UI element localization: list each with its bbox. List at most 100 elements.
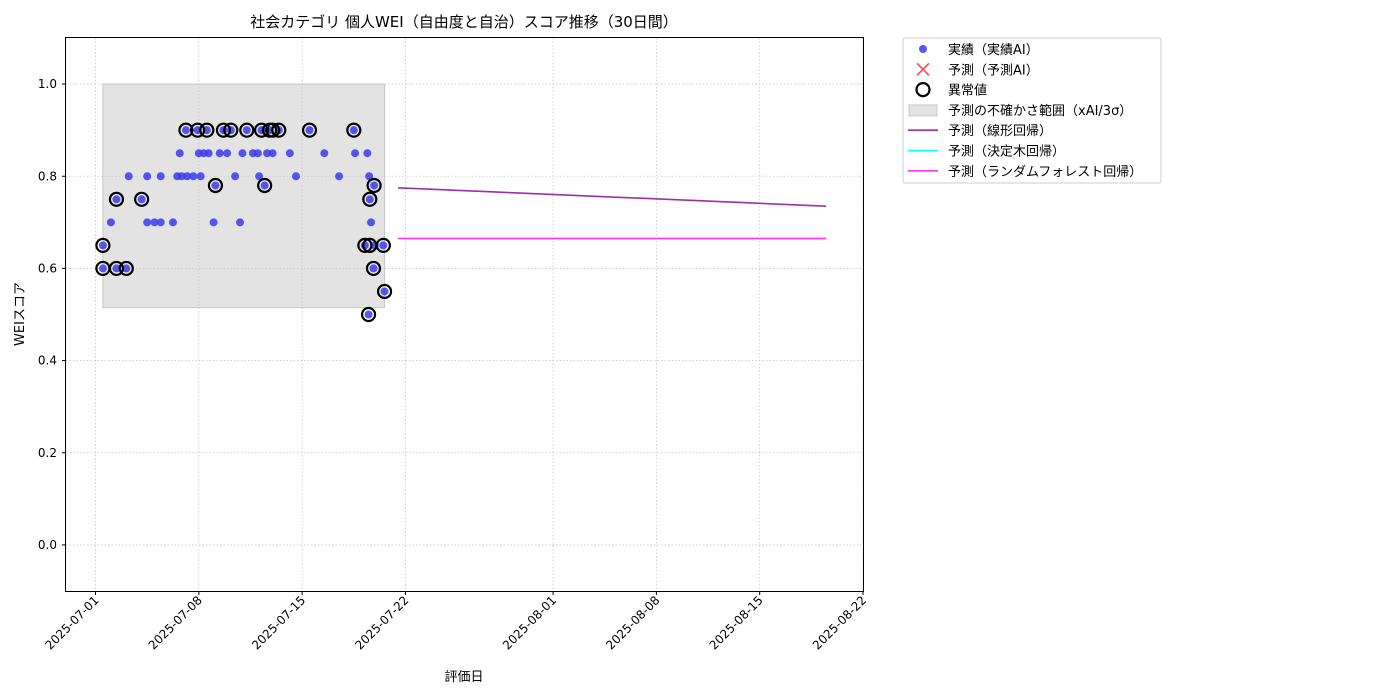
- legend-label: 異常値: [948, 83, 987, 99]
- actual-point: [137, 195, 146, 204]
- x-tick-label: 2025-07-22: [352, 593, 411, 652]
- actual-point: [363, 149, 372, 158]
- actual-point: [215, 149, 224, 158]
- actual-point: [223, 149, 232, 158]
- actual-point: [231, 172, 240, 181]
- actual-point: [367, 218, 376, 227]
- anomaly-ring: [360, 306, 377, 323]
- legend-dot-marker: [919, 45, 927, 53]
- actual-point: [183, 172, 192, 181]
- actual-point: [370, 181, 379, 190]
- anomaly-ring: [362, 191, 378, 207]
- actual-point: [156, 218, 165, 227]
- forecast-lines-layer: [398, 187, 827, 240]
- anomaly-ring: [215, 122, 232, 138]
- actual-point: [177, 172, 186, 181]
- y-tick-label: 0.6: [38, 261, 57, 275]
- actual-point: [365, 172, 374, 181]
- anomaly-ring: [190, 122, 206, 138]
- anomaly-ring: [253, 122, 270, 138]
- actual-point: [143, 218, 152, 227]
- anomaly-ring: [357, 237, 373, 253]
- actual-point: [98, 241, 107, 250]
- legend-label: 予測（予測AI）: [948, 63, 1039, 78]
- legend-patch-marker: [908, 104, 938, 117]
- x-tick-label: 2025-08-01: [500, 593, 559, 652]
- anomaly-rings-layer: [95, 122, 393, 323]
- actual-point: [204, 149, 213, 158]
- actual-point: [260, 181, 269, 190]
- anomaly-ring: [95, 237, 111, 253]
- y-tick-label: 0.0: [38, 538, 57, 552]
- x-tick-label: 2025-08-08: [603, 593, 662, 652]
- anomaly-ring: [271, 122, 287, 138]
- actual-point: [263, 149, 272, 158]
- y-tick-label: 0.2: [38, 446, 57, 460]
- anomaly-ring: [108, 260, 125, 277]
- actual-point: [98, 264, 107, 273]
- anomaly-ring: [134, 191, 150, 207]
- anomaly-ring: [376, 283, 393, 300]
- plot-frame: [65, 37, 864, 592]
- y-tick-label: 0.4: [38, 354, 57, 368]
- anomaly-ring: [375, 237, 391, 253]
- legend-box: [902, 37, 1162, 184]
- y-tick-label: 1.0: [38, 77, 57, 91]
- anomaly-ring: [365, 260, 382, 277]
- x-tick-label: 2025-08-15: [707, 593, 766, 652]
- actual-point: [268, 149, 277, 158]
- actual-point: [211, 181, 220, 190]
- actual-point: [291, 172, 300, 181]
- actual-point: [285, 149, 294, 158]
- actual-point: [181, 126, 190, 135]
- actual-point: [238, 149, 247, 158]
- actual-point: [236, 218, 245, 227]
- anomaly-ring: [265, 122, 281, 138]
- actual-point: [365, 195, 374, 204]
- anomaly-ring: [199, 122, 215, 138]
- x-tick-label: 2025-07-15: [249, 593, 308, 652]
- y-tick-label: 0.8: [38, 169, 57, 183]
- x-tick-label: 2025-07-08: [146, 593, 205, 652]
- anomaly-ring: [178, 122, 194, 138]
- x-axis-label: 評価日: [444, 670, 483, 685]
- anomaly-ring: [346, 122, 362, 138]
- linear-forecast-line: [398, 187, 827, 207]
- actual-point: [335, 172, 344, 181]
- actual-point: [112, 264, 121, 273]
- legend-cross-marker: [916, 62, 930, 76]
- actual-point: [106, 218, 115, 227]
- actual-point: [380, 287, 389, 296]
- anomaly-ring: [301, 122, 318, 138]
- actual-point: [169, 218, 178, 227]
- actual-point: [143, 172, 152, 181]
- y-axis-label: WEIスコア: [13, 282, 28, 346]
- anomaly-ring: [366, 177, 382, 194]
- x-tick-label: 2025-07-01: [42, 593, 101, 652]
- legend-label: 実績（実績AI）: [948, 42, 1039, 58]
- anomaly-ring: [108, 191, 125, 207]
- actual-point: [124, 172, 133, 181]
- actual-point: [189, 172, 198, 181]
- actual-point: [150, 218, 159, 227]
- actual-point: [305, 126, 314, 135]
- actual-point: [364, 310, 373, 319]
- actual-point: [379, 241, 388, 250]
- actual-point: [351, 149, 360, 158]
- actual-point: [255, 172, 264, 181]
- actual-point: [196, 172, 205, 181]
- anomaly-ring: [257, 177, 273, 194]
- actual-point: [122, 264, 131, 273]
- actual-point: [209, 218, 218, 227]
- anomaly-ring: [223, 122, 239, 138]
- actual-point: [349, 126, 358, 135]
- actual-point: [112, 195, 121, 204]
- actual-point: [156, 172, 165, 181]
- anomaly-ring: [118, 260, 134, 277]
- actual-point: [369, 264, 378, 273]
- legend-label: 予測（決定木回帰）: [948, 144, 1065, 160]
- anomaly-ring: [239, 122, 255, 138]
- actual-point: [242, 126, 251, 135]
